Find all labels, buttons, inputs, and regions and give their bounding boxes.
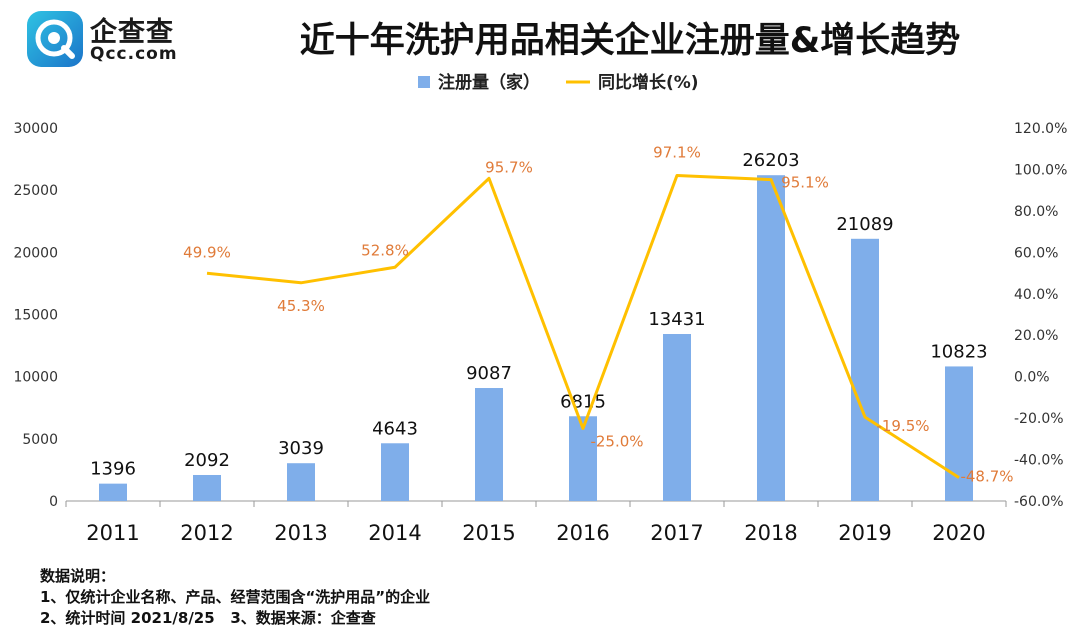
y-left-tick-label: 30000 (13, 121, 58, 137)
bar-value-label: 3039 (278, 438, 324, 459)
bar-2016 (569, 416, 597, 501)
legend-line-label: 同比增长(%) (598, 72, 699, 93)
bar-2020 (945, 366, 973, 501)
bar-2011 (99, 483, 127, 501)
bar-2017 (663, 334, 691, 501)
y-right-tick-label: 80.0% (1014, 204, 1058, 220)
bar-value-label: 10823 (930, 341, 987, 362)
bar-value-label: 1396 (90, 459, 136, 480)
y-right-tick-label: 100.0% (1014, 162, 1067, 178)
y-right-tick-label: -20.0% (1014, 411, 1064, 427)
legend-bar-swatch (418, 76, 430, 88)
bar-value-label: 9087 (466, 363, 512, 384)
notes-line-1: 1、仅统计企业名称、产品、经营范围含“洗护用品”的企业 (40, 588, 431, 606)
bar-value-label: 4643 (372, 418, 418, 439)
y-left-tick-label: 0 (49, 494, 58, 510)
y-right-tick-label: 60.0% (1014, 245, 1058, 261)
notes-heading: 数据说明： (40, 567, 116, 585)
bar-value-label: 21089 (836, 214, 893, 235)
bar-2013 (287, 463, 315, 501)
bar-2018 (757, 175, 785, 502)
y-right-tick-label: 0.0% (1014, 370, 1050, 386)
chart-title: 近十年洗护用品相关企业注册量&增长趋势 (299, 21, 961, 61)
bar-2012 (193, 474, 221, 501)
x-tick-label: 2019 (838, 521, 891, 545)
growth-line (206, 173, 960, 479)
y-right-tick-label: -60.0% (1014, 494, 1064, 510)
x-tick-label: 2013 (274, 521, 327, 545)
legend-bar-label: 注册量（家） (438, 72, 540, 93)
qcc-logo-icon (27, 11, 83, 67)
line-value-label: -19.5% (876, 417, 929, 435)
data-notes: 数据说明： 1、仅统计企业名称、产品、经营范围含“洗护用品”的企业 2、统计时间… (40, 566, 430, 629)
line-value-label: -25.0% (590, 432, 643, 450)
y-right-tick-label: -40.0% (1014, 453, 1064, 469)
line-value-label: 95.1% (781, 174, 829, 192)
y-left-tick-label: 5000 (22, 432, 58, 448)
line-value-label: 49.9% (183, 243, 231, 261)
x-tick-label: 2016 (556, 521, 609, 545)
y-left-tick-label: 15000 (13, 308, 58, 324)
combo-chart: 注册量（家） 同比增长(%) 0 5000 10000 15000 20000 25000 30… (13, 72, 1067, 545)
notes-line-2: 2、统计时间 2021/8/25 3、数据来源：企查查 (40, 609, 376, 627)
line-value-label: 52.8% (361, 241, 409, 259)
y-left-tick-label: 10000 (13, 370, 58, 386)
bar-value-label: 13431 (648, 309, 705, 330)
line-value-label: 97.1% (653, 143, 701, 161)
x-tick-label: 2017 (650, 521, 703, 545)
bar-value-label: 26203 (742, 150, 799, 171)
x-tick-label: 2014 (368, 521, 421, 545)
x-tick-label: 2018 (744, 521, 797, 545)
bar-2014 (381, 443, 409, 501)
y-right-tick-label: 120.0% (1014, 121, 1067, 137)
bar-value-label: 2092 (184, 450, 230, 471)
bar-2015 (475, 388, 503, 501)
bar-value-label: 6815 (560, 391, 606, 412)
x-tick-label: 2015 (462, 521, 515, 545)
brand-logo: 企查查 Qcc.com (26, 8, 206, 68)
y-right-tick-label: 20.0% (1014, 328, 1058, 344)
x-tick-label: 2011 (86, 521, 139, 545)
brand-name-cn: 企查查 (90, 17, 174, 48)
x-tick-label: 2012 (180, 521, 233, 545)
y-right-tick-label: 40.0% (1014, 287, 1058, 303)
x-tick-label: 2020 (932, 521, 985, 545)
line-value-label: 95.7% (485, 158, 533, 176)
brand-name-en: Qcc.com (90, 44, 178, 64)
line-value-label: 45.3% (277, 297, 325, 315)
bar-2019 (851, 238, 879, 501)
y-left-tick-label: 20000 (13, 245, 58, 261)
y-left-tick-label: 25000 (13, 183, 58, 199)
line-value-label: -48.7% (960, 468, 1013, 486)
